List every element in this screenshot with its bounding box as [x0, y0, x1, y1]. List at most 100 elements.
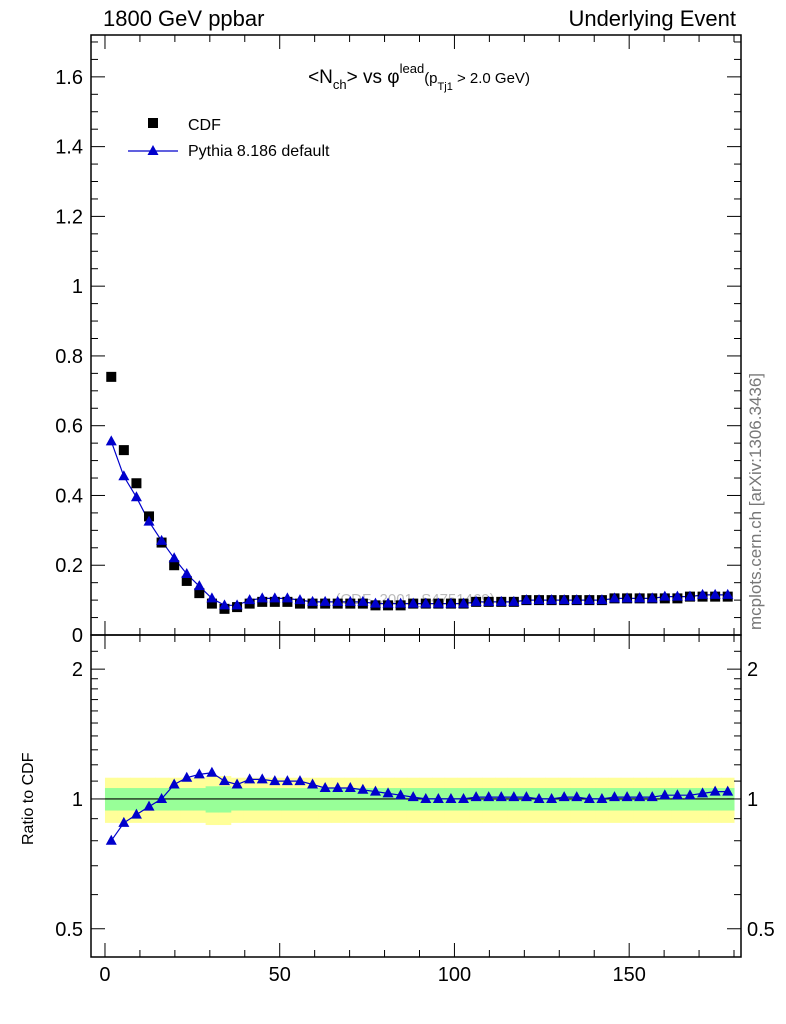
ratio-data-point [168, 778, 180, 789]
pythia-data-point [156, 534, 168, 545]
ratio-data-point [608, 791, 620, 802]
pythia-data-point [558, 594, 570, 605]
ratio-data-point [357, 783, 369, 794]
pythia-data-point [520, 594, 532, 605]
legend-cdf-label: CDF [188, 117, 221, 134]
pythia-data-point [508, 595, 520, 606]
ratio-data-point [231, 778, 243, 789]
pythia-series-line [110, 441, 728, 606]
header-left-label: 1800 GeV ppbar [103, 6, 265, 31]
main-y-tick-label: 1.6 [55, 67, 83, 89]
ratio-y-tick-label: 1 [72, 789, 83, 811]
plot-title-paren: (p [424, 70, 437, 87]
pythia-data-point [105, 435, 117, 446]
pythia-data-point [684, 590, 696, 601]
pythia-data-point [369, 597, 381, 608]
ratio-data-point [307, 778, 319, 789]
main-y-tick-label: 0 [72, 625, 83, 647]
ratio-data-point [458, 792, 470, 803]
pythia-data-point [294, 594, 306, 605]
ratio-data-point [344, 782, 356, 793]
pythia-data-point [307, 595, 319, 606]
ratio-data-point [395, 789, 407, 800]
main-y-tick-label: 0.6 [55, 416, 83, 438]
x-tick-label: 0 [99, 964, 110, 986]
pythia-data-point [407, 597, 419, 608]
ratio-data-point [722, 785, 734, 796]
ratio-data-point [193, 768, 205, 779]
ratio-plot-panel: 0.5 0.5 1 1 2 2 0 50 100 150 [55, 634, 775, 986]
main-y-ticks: 0 0.2 0.4 0.6 0.8 1 1.2 1.4 1.6 [55, 35, 741, 647]
ratio-data-point [634, 791, 646, 802]
ratio-data-point [281, 775, 293, 786]
ratio-data-point [244, 773, 256, 784]
ratio-data-point [697, 787, 709, 798]
pythia-data-point [470, 595, 482, 606]
plot-title: <Nch> vs φlead(pTj1 > 2.0 GeV) [308, 61, 530, 93]
ratio-data-point [181, 771, 193, 782]
ratio-data-point [520, 791, 532, 802]
pythia-data-point [281, 592, 293, 603]
cdf-data-point [194, 588, 205, 599]
pythia-data-point [206, 592, 218, 603]
pythia-data-point [118, 470, 130, 481]
main-y-tick-label: 1.4 [55, 137, 83, 159]
ratio-data-point [659, 789, 671, 800]
ratio-data-point [269, 775, 281, 786]
ratio-data-point [369, 785, 381, 796]
cdf-data-point [131, 478, 142, 489]
x-tick-label: 50 [269, 964, 291, 986]
ratio-data-point [558, 791, 570, 802]
pythia-data-point [395, 597, 407, 608]
pythia-data-point [546, 594, 558, 605]
pythia-data-point [168, 552, 180, 563]
pythia-data-point [659, 590, 671, 601]
pythia-data-point [256, 592, 268, 603]
plot-title-mid: > vs φ [347, 67, 400, 88]
ratio-data-point [432, 792, 444, 803]
ratio-data-point [684, 789, 696, 800]
ratio-data-point [508, 791, 520, 802]
ratio-data-point [420, 792, 432, 803]
ratio-data-point [571, 791, 583, 802]
ratio-data-point [256, 773, 268, 784]
main-y-tick-label: 0.2 [55, 555, 83, 577]
cdf-data-point [169, 560, 180, 571]
ratio-data-point [294, 775, 306, 786]
pythia-data-point [608, 592, 620, 603]
pythia-data-point [722, 588, 734, 599]
pythia-data-point [244, 594, 256, 605]
pythia-data-point [495, 595, 507, 606]
pythia-data-point [671, 590, 683, 601]
main-y-tick-label: 1.2 [55, 206, 83, 228]
main-y-tick-label: 0.8 [55, 346, 83, 368]
ratio-data-marks [105, 766, 734, 845]
pythia-data-point [432, 597, 444, 608]
ratio-data-point [105, 834, 117, 845]
plot-title-sup: lead [400, 61, 425, 76]
pythia-data-point [332, 595, 344, 606]
ratio-y-tick-label-right: 2 [747, 659, 758, 681]
x-tick-label: 100 [438, 964, 471, 986]
main-y-tick-label: 0.4 [55, 485, 83, 507]
ratio-data-point [382, 787, 394, 798]
header-right-label: Underlying Event [568, 6, 736, 31]
cdf-data-point [118, 445, 129, 456]
ratio-data-point [143, 800, 155, 811]
main-y-tick-label: 1 [72, 276, 83, 298]
pythia-data-point [571, 594, 583, 605]
ratio-data-point [118, 816, 130, 827]
ratio-ticks: 0.5 0.5 1 1 2 2 0 50 100 150 [55, 635, 775, 986]
ratio-data-point [407, 791, 419, 802]
ratio-data-point [671, 789, 683, 800]
pythia-data-point [596, 594, 608, 605]
legend: CDF Pythia 8.186 default [128, 117, 330, 160]
pythia-data-point [143, 515, 155, 526]
cdf-data-point [206, 598, 217, 609]
plot-title-sub1: ch [333, 77, 347, 92]
pythia-data-point [344, 595, 356, 606]
ratio-plot-frame [90, 634, 742, 958]
ratio-y-tick-label-right: 0.5 [747, 919, 775, 941]
pythia-data-point [583, 594, 595, 605]
